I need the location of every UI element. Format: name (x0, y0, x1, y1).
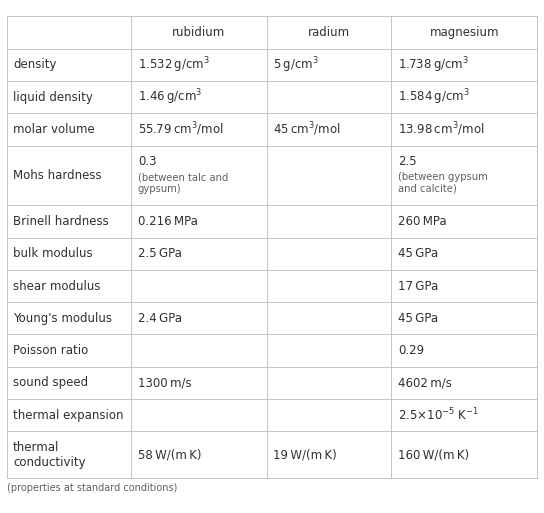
Text: 58 W/(m K): 58 W/(m K) (138, 448, 201, 461)
Text: 0.29: 0.29 (398, 344, 424, 357)
Text: 4602 m/s: 4602 m/s (398, 377, 452, 389)
Text: 45 cm$^3$/mol: 45 cm$^3$/mol (273, 121, 341, 138)
Text: shear modulus: shear modulus (13, 280, 101, 292)
Text: molar volume: molar volume (13, 123, 95, 136)
Text: sound speed: sound speed (13, 377, 88, 389)
Text: 45 GPa: 45 GPa (398, 312, 438, 325)
Text: Mohs hardness: Mohs hardness (13, 169, 102, 182)
Text: thermal
conductivity: thermal conductivity (13, 441, 86, 469)
Text: 1.584 g/cm$^3$: 1.584 g/cm$^3$ (398, 87, 470, 107)
Text: liquid density: liquid density (13, 91, 93, 104)
Text: 2.5 GPa: 2.5 GPa (138, 247, 182, 260)
Text: (properties at standard conditions): (properties at standard conditions) (7, 483, 177, 493)
Text: 0.3: 0.3 (138, 155, 156, 168)
Text: 260 MPa: 260 MPa (398, 215, 447, 228)
Text: Young's modulus: Young's modulus (13, 312, 112, 325)
Text: $2.5{\times}10^{-5}\ \mathrm{K}^{-1}$: $2.5{\times}10^{-5}\ \mathrm{K}^{-1}$ (398, 407, 479, 423)
Text: 17 GPa: 17 GPa (398, 280, 438, 292)
Text: 55.79 cm$^3$/mol: 55.79 cm$^3$/mol (138, 121, 224, 138)
Text: 160 W/(m K): 160 W/(m K) (398, 448, 469, 461)
Text: 19 W/(m K): 19 W/(m K) (273, 448, 337, 461)
Text: 2.5: 2.5 (398, 155, 417, 168)
Text: 0.216 MPa: 0.216 MPa (138, 215, 197, 228)
Text: Brinell hardness: Brinell hardness (13, 215, 109, 228)
Text: Poisson ratio: Poisson ratio (13, 344, 88, 357)
Text: magnesium: magnesium (430, 26, 499, 39)
Text: radium: radium (308, 26, 350, 39)
Text: 2.4 GPa: 2.4 GPa (138, 312, 182, 325)
Text: (between talc and
gypsum): (between talc and gypsum) (138, 172, 228, 194)
Text: 5 g/cm$^3$: 5 g/cm$^3$ (273, 55, 319, 75)
Text: rubidium: rubidium (172, 26, 226, 39)
Text: 1.532 g/cm$^3$: 1.532 g/cm$^3$ (138, 55, 210, 75)
Text: density: density (13, 58, 57, 71)
Text: 1300 m/s: 1300 m/s (138, 377, 191, 389)
Text: 1.738 g/cm$^3$: 1.738 g/cm$^3$ (398, 55, 469, 75)
Text: 1.46 g/cm$^3$: 1.46 g/cm$^3$ (138, 87, 202, 107)
Text: bulk modulus: bulk modulus (13, 247, 92, 260)
Text: 13.98 cm$^3$/mol: 13.98 cm$^3$/mol (398, 121, 484, 138)
Text: (between gypsum
and calcite): (between gypsum and calcite) (398, 172, 488, 194)
Text: 45 GPa: 45 GPa (398, 247, 438, 260)
Text: thermal expansion: thermal expansion (13, 409, 123, 422)
